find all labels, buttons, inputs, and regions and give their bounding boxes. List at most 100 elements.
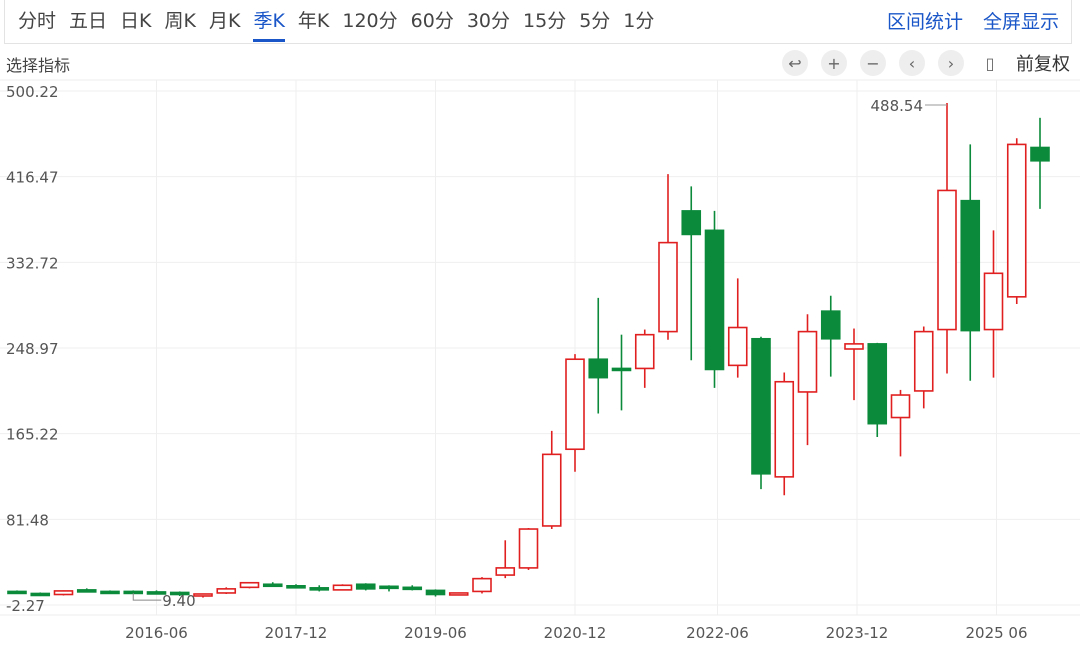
candle-body	[146, 591, 167, 595]
chart-toolbar: ↩ + − ‹ › ▯ 前复权	[782, 50, 1070, 76]
candle	[7, 590, 27, 595]
candle	[797, 314, 818, 446]
select-indicator-button[interactable]: 选择指标	[6, 56, 71, 75]
x-tick-label: 2023-12	[826, 624, 889, 642]
candle	[634, 329, 655, 388]
tab-5[interactable]: 季K	[253, 0, 286, 44]
candle	[960, 144, 981, 381]
y-tick-label: 81.48	[6, 511, 49, 529]
y-tick-label: 248.97	[6, 340, 59, 358]
candle	[518, 528, 539, 570]
undo-icon[interactable]: ↩	[782, 50, 808, 76]
candle	[751, 336, 771, 490]
y-tick-label: 332.72	[6, 254, 59, 272]
candle-body	[30, 592, 51, 597]
candle-body	[402, 586, 423, 591]
candle-body	[634, 333, 655, 370]
candle-body	[53, 590, 74, 596]
candle	[425, 589, 446, 597]
candle-body	[169, 591, 190, 596]
candle-body	[448, 592, 469, 596]
tab-1[interactable]: 五日	[69, 9, 108, 32]
candle-body	[797, 330, 818, 393]
candle-body	[472, 577, 492, 593]
chevron-right-icon[interactable]: ›	[938, 50, 964, 76]
x-tick-label: 2020-12	[544, 624, 607, 642]
candle-body	[611, 367, 632, 372]
candle	[472, 577, 492, 594]
candle-body	[309, 587, 330, 591]
candle	[820, 295, 841, 377]
candle	[146, 590, 167, 595]
y-tick-label: -2.27	[6, 597, 45, 615]
candle-body	[1030, 146, 1050, 162]
candle	[890, 389, 911, 457]
candle-body	[286, 585, 306, 589]
candle-body	[704, 229, 725, 371]
candle	[565, 354, 585, 472]
minus-icon[interactable]: −	[860, 50, 886, 76]
candle	[588, 297, 609, 414]
candle	[541, 430, 562, 530]
candle-body	[820, 310, 841, 340]
tab-10[interactable]: 15分	[523, 9, 567, 32]
chevron-left-icon[interactable]: ‹	[899, 50, 925, 76]
plus-icon[interactable]: +	[821, 50, 847, 76]
candle	[402, 585, 423, 591]
tab-4[interactable]: 月K	[208, 9, 241, 32]
candle-body	[239, 581, 260, 589]
candle	[123, 590, 144, 595]
right-links: 区间统计 全屏显示	[879, 1, 1071, 43]
candle-body	[588, 358, 609, 379]
tab-11[interactable]: 5分	[579, 9, 611, 32]
x-tick-label: 2025 06	[965, 624, 1027, 642]
candle-body	[1006, 143, 1027, 298]
candle-body	[867, 343, 888, 425]
tab-0[interactable]: 分时	[18, 9, 57, 32]
candle	[983, 230, 1004, 378]
tab-2[interactable]: 日K	[120, 9, 152, 32]
x-tick-label: 2017-12	[265, 624, 328, 642]
candle-body	[844, 343, 864, 350]
min-marker-line	[132, 593, 162, 601]
candle-icon[interactable]: ▯	[985, 53, 995, 73]
y-tick-label: 165.22	[6, 426, 59, 444]
tab-8[interactable]: 60分	[410, 9, 454, 32]
max-price-label: 488.54	[871, 97, 924, 115]
y-tick-label: 500.22	[6, 83, 59, 101]
range-stats-link[interactable]: 区间统计	[886, 10, 963, 33]
candle	[704, 210, 725, 388]
candle-body	[355, 583, 376, 590]
fullscreen-link[interactable]: 全屏显示	[982, 10, 1059, 33]
candle	[379, 585, 399, 592]
candle	[53, 590, 74, 596]
tab-12[interactable]: 1分	[623, 9, 655, 32]
candle	[867, 342, 888, 437]
x-tick-label: 2019-06	[404, 624, 467, 642]
candle-body	[890, 394, 911, 419]
candle	[332, 584, 353, 591]
y-tick-label: 416.47	[6, 169, 59, 187]
x-tick-label: 2022-06	[686, 624, 749, 642]
tab-3[interactable]: 周K	[164, 9, 196, 32]
candle	[216, 587, 237, 594]
candle	[309, 585, 330, 592]
candle-body	[541, 453, 562, 527]
candle-body	[425, 589, 446, 596]
candle-body	[7, 590, 27, 595]
candle-body	[332, 584, 353, 591]
tab-9[interactable]: 30分	[466, 9, 511, 32]
candle-body	[774, 380, 795, 478]
candle-body	[751, 337, 771, 475]
tab-7[interactable]: 120分	[342, 9, 398, 32]
candle-body	[193, 593, 213, 597]
price-adjust-button[interactable]: 前复权	[1016, 54, 1070, 75]
candle	[239, 581, 260, 589]
candle	[727, 278, 748, 378]
candle-body	[983, 272, 1004, 331]
candle-body	[216, 588, 237, 594]
tab-6[interactable]: 年K	[297, 9, 330, 32]
candle	[448, 592, 469, 596]
period-tabs: 分时 五日 日K 周K 月K 季K 年K 120分 60分 30分 15分 5分 1分 区间统计 全屏显示	[4, 0, 1072, 44]
candle	[681, 186, 702, 361]
